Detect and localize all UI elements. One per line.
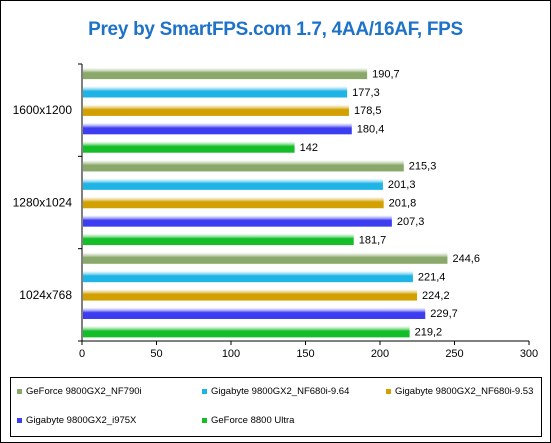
legend-label: GeForce 8800 Ultra [211, 415, 295, 426]
data-label: 201,8 [389, 198, 417, 210]
bar [83, 270, 413, 283]
legend-item: Gigabyte 9800GX2_i975X [17, 415, 136, 426]
bar [83, 233, 354, 246]
data-label: 229,7 [430, 308, 458, 320]
legend-item: GeForce 8800 Ultra [202, 415, 294, 426]
category-label: 1280x1024 [13, 196, 73, 210]
bar [83, 289, 418, 301]
data-label: 201,3 [388, 179, 416, 191]
bar [83, 159, 404, 172]
x-tick-label: 0 [79, 348, 85, 360]
x-tick-label: 150 [296, 348, 314, 360]
category-label: 1024x768 [19, 288, 72, 302]
data-label: 224,2 [422, 290, 450, 302]
data-label: 207,3 [397, 216, 425, 228]
data-label: 219,2 [415, 327, 443, 339]
legend-swatch [17, 389, 22, 394]
legend-label: GeForce 9800GX2_NF790i [26, 386, 142, 397]
chart-title: Prey by SmartFPS.com 1.7, 4AA/16AF, FPS [88, 19, 463, 40]
data-label: 221,4 [418, 271, 446, 283]
x-tick-label: 100 [222, 348, 240, 360]
legend-label: Gigabyte 9800GX2_i975X [26, 415, 137, 426]
bar [83, 104, 349, 116]
legend-swatch [17, 418, 22, 423]
data-label: 190,7 [372, 68, 400, 80]
legend-label: Gigabyte 9800GX2_NF680i-9.64 [211, 386, 350, 397]
bar [83, 252, 448, 264]
bar [83, 141, 295, 153]
data-label: 181,7 [359, 234, 387, 246]
legend-item: Gigabyte 9800GX2_NF680i-9.53 [386, 386, 533, 397]
legend-swatch [202, 389, 207, 394]
legend-swatch [386, 389, 391, 394]
data-label: 244,6 [452, 253, 480, 265]
bar [83, 307, 426, 319]
legend-item: GeForce 9800GX2_NF790i [17, 386, 142, 397]
category-label: 1600x1200 [13, 103, 73, 117]
x-tick-label: 250 [445, 348, 463, 360]
legend-item: Gigabyte 9800GX2_NF680i-9.64 [202, 386, 349, 397]
legend-label: Gigabyte 9800GX2_NF680i-9.53 [395, 386, 534, 397]
x-tick-label: 300 [520, 348, 538, 360]
data-label: 180,4 [357, 124, 385, 136]
bar [83, 67, 368, 80]
data-label: 178,5 [354, 105, 382, 117]
data-label: 177,3 [352, 87, 380, 99]
x-tick-label: 200 [371, 348, 389, 360]
data-label: 215,3 [409, 161, 437, 173]
legend-swatch [202, 418, 207, 423]
bar [83, 215, 392, 227]
bar [83, 325, 410, 338]
bar [83, 178, 383, 190]
x-tick-label: 50 [150, 348, 162, 360]
legend: GeForce 9800GX2_NF790i Gigabyte 9800GX2_N… [10, 377, 542, 437]
data-label: 142 [300, 142, 318, 154]
bar [83, 196, 384, 209]
bar [83, 122, 352, 135]
bar [83, 86, 348, 98]
